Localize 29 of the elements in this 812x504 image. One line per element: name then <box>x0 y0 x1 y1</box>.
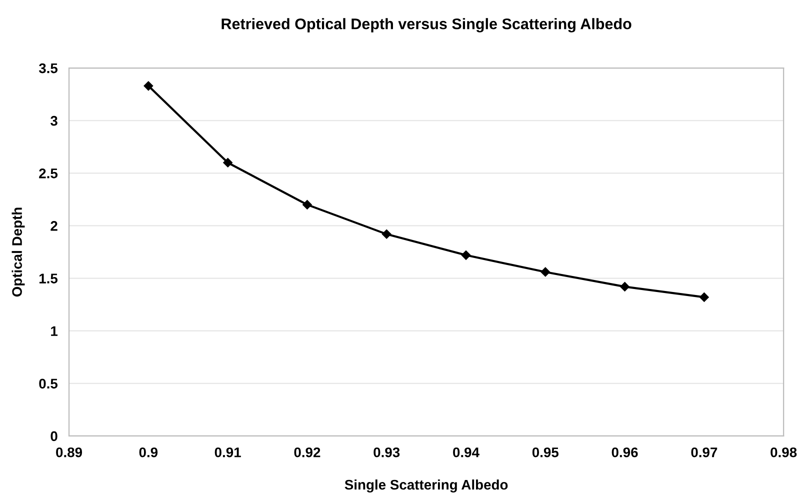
x-tick-label: 0.95 <box>532 447 559 458</box>
x-tick-label: 0.9 <box>139 447 158 458</box>
point <box>144 81 154 91</box>
point <box>540 267 550 277</box>
x-tick-label: 0.94 <box>453 447 480 458</box>
point <box>302 200 312 210</box>
y-tick-label: 1.5 <box>39 274 58 284</box>
x-tick-label: 0.92 <box>294 447 320 458</box>
y-tick-label: 3 <box>50 116 58 126</box>
x-tick-label: 0.97 <box>691 447 718 458</box>
y-tick-label: 0.5 <box>39 378 58 389</box>
point <box>620 282 630 292</box>
y-tick-label: 2.5 <box>39 168 58 178</box>
point <box>382 230 392 239</box>
y-tick-label: 0 <box>50 431 58 442</box>
x-tick-label: 0.91 <box>214 447 241 458</box>
y-axis-title: Optical Depth <box>12 208 25 297</box>
x-tick-label: 0.89 <box>56 447 82 458</box>
x-tick-label: 0.96 <box>612 447 638 458</box>
point <box>700 292 709 302</box>
point <box>223 158 232 168</box>
y-tick-label: 2 <box>50 221 58 231</box>
x-axis-title: Single Scattering Albedo <box>344 479 508 492</box>
chart-title: Retrieved Optical Depth versus Single Scattering Albedo <box>222 18 632 32</box>
x-tick-label: 0.93 <box>374 447 400 458</box>
x-tick-label: 0.98 <box>770 447 797 458</box>
y-tick-label: 1 <box>51 326 58 336</box>
point <box>461 250 471 260</box>
y-tick-label: 3.5 <box>38 63 58 74</box>
